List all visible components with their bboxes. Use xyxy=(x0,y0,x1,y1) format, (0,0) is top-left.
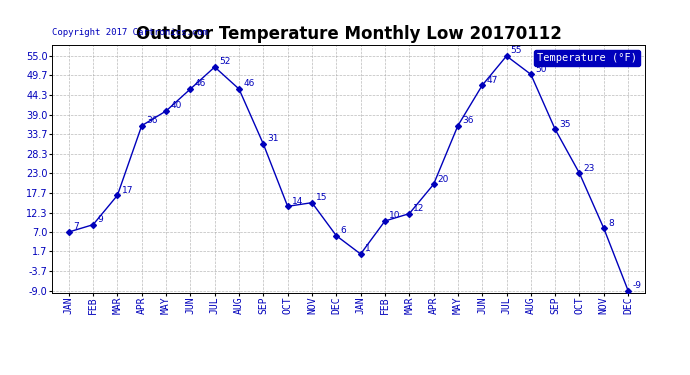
Text: 7: 7 xyxy=(73,222,79,231)
Title: Outdoor Temperature Monthly Low 20170112: Outdoor Temperature Monthly Low 20170112 xyxy=(135,26,562,44)
Text: 40: 40 xyxy=(170,101,181,110)
Text: 23: 23 xyxy=(584,164,595,172)
Text: 55: 55 xyxy=(511,46,522,55)
Text: 46: 46 xyxy=(243,79,255,88)
Text: 35: 35 xyxy=(560,120,571,129)
Text: 6: 6 xyxy=(340,226,346,235)
Text: 31: 31 xyxy=(268,134,279,143)
Text: 46: 46 xyxy=(195,79,206,88)
Text: 12: 12 xyxy=(413,204,425,213)
Text: 1: 1 xyxy=(365,244,371,253)
Text: 10: 10 xyxy=(389,211,401,220)
Text: 47: 47 xyxy=(486,75,497,84)
Text: 52: 52 xyxy=(219,57,230,66)
Text: 36: 36 xyxy=(146,116,157,125)
Text: 50: 50 xyxy=(535,64,546,74)
Text: 14: 14 xyxy=(292,196,303,206)
Legend: Temperature (°F): Temperature (°F) xyxy=(533,50,640,66)
Text: 8: 8 xyxy=(608,219,613,228)
Text: 9: 9 xyxy=(97,215,103,224)
Text: -9: -9 xyxy=(632,281,641,290)
Text: 17: 17 xyxy=(121,186,133,195)
Text: Copyright 2017 Cartronics.com: Copyright 2017 Cartronics.com xyxy=(52,28,208,37)
Text: 20: 20 xyxy=(437,174,449,183)
Text: 36: 36 xyxy=(462,116,473,125)
Text: 15: 15 xyxy=(316,193,328,202)
